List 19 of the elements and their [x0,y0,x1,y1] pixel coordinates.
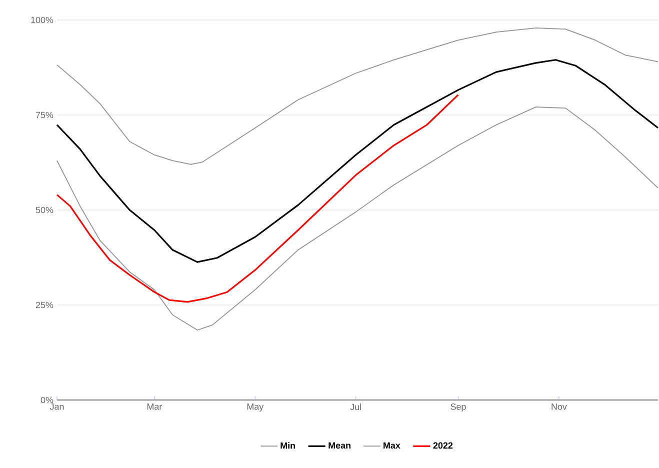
x-tick-label: Jul [350,404,361,410]
y-tick-label: 100% [31,16,54,24]
line-series [56,59,659,263]
y-tick-label: 25% [36,302,54,308]
x-tick-label: Jan [50,404,64,410]
legend-label: 2022 [433,442,453,449]
x-tick-label: Mar [147,404,162,410]
y-tick-label: 75% [36,112,54,118]
line-series [56,27,659,165]
line-series [56,106,659,331]
legend-label: Min [280,442,295,449]
x-tick-label: May [247,404,264,412]
legend-label: Mean [328,442,350,449]
x-tick-label: Nov [552,404,567,410]
y-tick-label: 0% [40,396,54,404]
x-tick-label: Sep [450,404,466,412]
legend-label: Max [384,442,400,449]
y-tick-label: 50% [36,206,54,214]
line-series [56,94,460,303]
